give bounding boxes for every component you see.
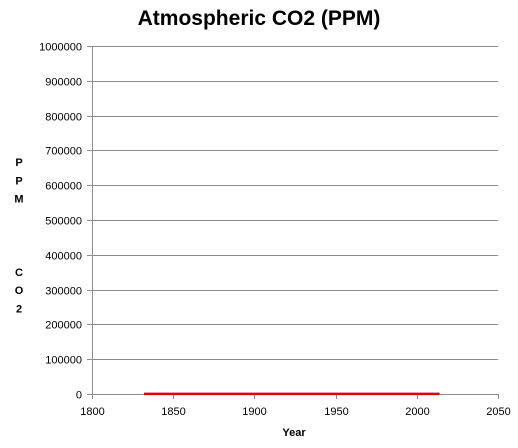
chart-title: Atmospheric CO2 (PPM)	[138, 7, 381, 30]
y-tick-labels: 0 100000 200000 300000 400000 500000 600000 700…	[39, 42, 82, 402]
y-tick-label: 100000	[45, 355, 82, 367]
y-tick-label: 500000	[45, 216, 82, 228]
x-tick-label: 1950	[324, 406, 348, 418]
x-tick-label: 1850	[161, 406, 185, 418]
x-tick-label: 2050	[486, 406, 510, 418]
x-tick-labels: 1800 1850 1900 1950 2000 2050	[80, 406, 510, 418]
y-tick-label: 1000000	[39, 42, 82, 54]
y-tick-label: 300000	[45, 286, 82, 298]
x-axis-title: Year	[282, 427, 306, 439]
x-tick-label: 2000	[405, 406, 429, 418]
y-axis-title-char: M	[14, 194, 23, 206]
y-tick-label: 900000	[45, 77, 82, 89]
x-tick-label: 1800	[80, 406, 104, 418]
y-tick-label: 700000	[45, 146, 82, 158]
gridlines	[92, 46, 498, 360]
y-axis-title-char: 2	[16, 303, 22, 315]
x-tick-label: 1900	[242, 406, 266, 418]
y-axis-title-char: P	[15, 175, 22, 187]
y-tick-label: 0	[76, 390, 82, 402]
y-tick-label: 200000	[45, 320, 82, 332]
y-tick-label: 400000	[45, 251, 82, 263]
axes	[87, 46, 499, 399]
y-tick-label: 600000	[45, 181, 82, 193]
y-axis-title-char: O	[15, 285, 24, 297]
y-axis-title-char: C	[15, 267, 23, 279]
y-tick-label: 800000	[45, 112, 82, 124]
y-axis-title-char: P	[15, 157, 22, 169]
